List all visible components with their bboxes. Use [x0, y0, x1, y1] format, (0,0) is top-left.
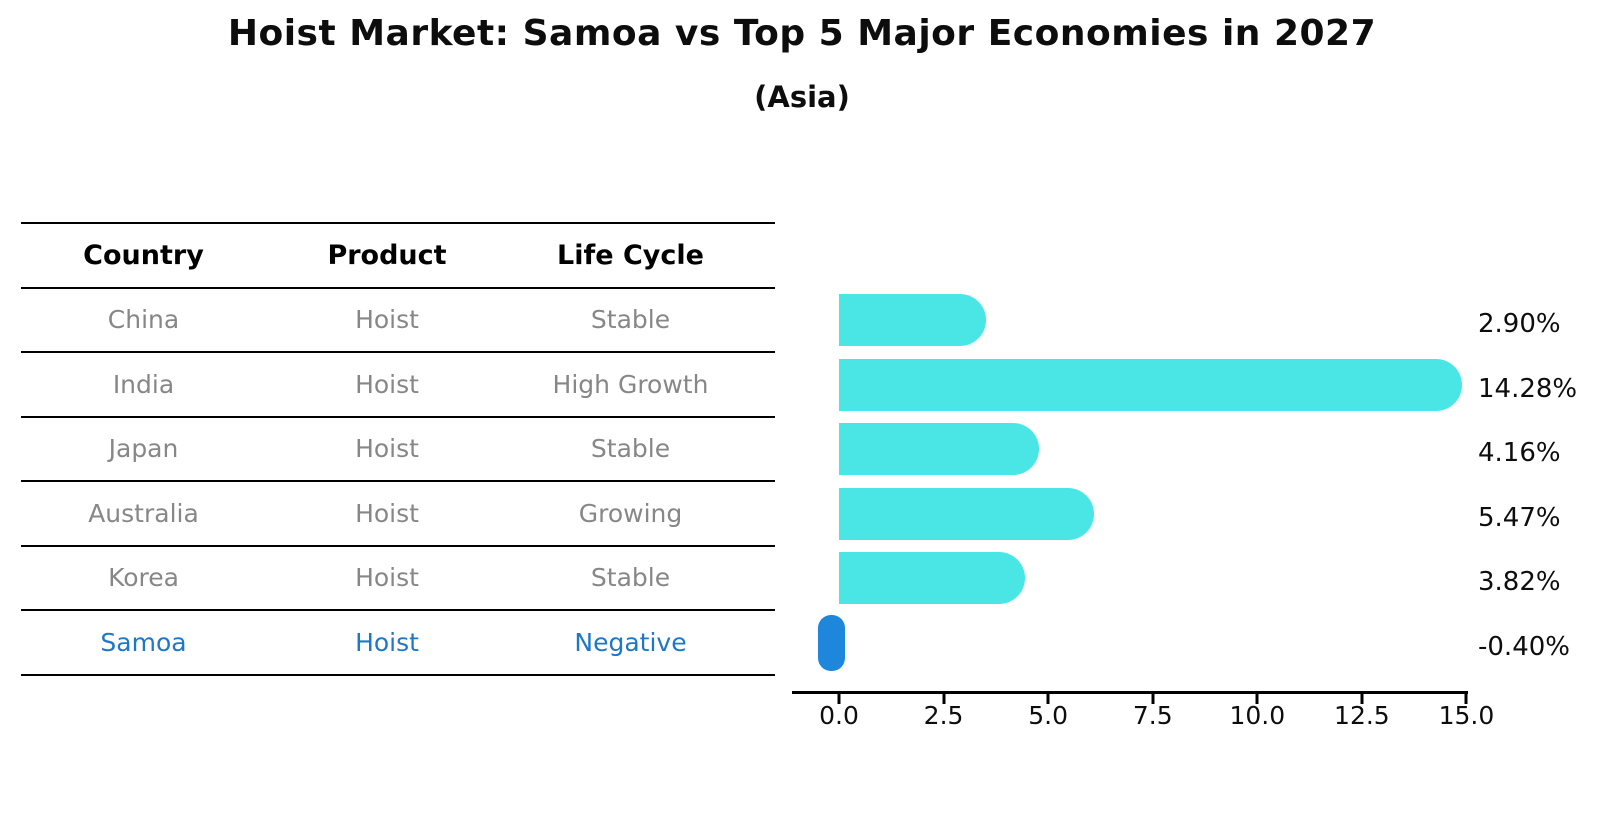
table-row-samoa: Samoa Hoist Negative	[21, 611, 775, 676]
country-cell: Samoa	[100, 627, 187, 657]
x-axis-tick	[837, 694, 841, 704]
bar-korea	[839, 552, 1025, 605]
product-cell: Hoist	[355, 627, 419, 657]
table-row: Korea Hoist Stable	[21, 547, 775, 611]
x-axis-tick-label: 10.0	[1229, 701, 1286, 730]
life-cycle-cell: Negative	[574, 627, 687, 657]
x-axis-line	[792, 691, 1468, 694]
x-axis-tick-label: 0.0	[819, 701, 859, 730]
x-axis-tick	[942, 694, 946, 704]
x-axis-tick	[1151, 694, 1155, 704]
country-cell: China	[107, 305, 180, 335]
country-cell: India	[112, 369, 175, 399]
product-cell: Hoist	[355, 305, 419, 335]
country-cell: Japan	[108, 434, 179, 464]
bar-samoa	[818, 615, 845, 671]
bar-china	[839, 294, 987, 346]
table-row: India Hoist High Growth	[21, 353, 775, 418]
column-header-product: Product	[327, 239, 447, 271]
country-cell: Korea	[108, 563, 179, 593]
country-cell: Australia	[88, 498, 199, 528]
x-axis-tick-label: 5.0	[1028, 701, 1069, 730]
bar-australia	[839, 487, 1094, 540]
product-cell: Hoist	[355, 369, 419, 399]
table-row: Japan Hoist Stable	[21, 418, 775, 482]
value-label-korea: 3.82%	[1478, 567, 1561, 598]
x-axis-tick	[1255, 694, 1259, 704]
x-axis-tick	[1360, 694, 1364, 704]
value-label-india: 14.28%	[1478, 373, 1578, 404]
value-label-samoa: -0.40%	[1478, 632, 1570, 662]
life-cycle-cell: Stable	[590, 305, 671, 335]
product-cell: Hoist	[355, 498, 419, 528]
x-axis-tick-label: 12.5	[1334, 701, 1390, 730]
x-axis-tick-label: 15.0	[1438, 701, 1495, 730]
x-axis-tick-label: 7.5	[1132, 701, 1173, 730]
bar-japan	[839, 423, 1039, 476]
table-header-row: Country Product Life Cycle	[21, 224, 775, 289]
life-cycle-cell: Stable	[590, 563, 671, 593]
column-header-country: Country	[83, 239, 204, 271]
chart-subtitle: (Asia)	[754, 80, 850, 114]
life-cycle-cell: High Growth	[552, 369, 709, 399]
column-header-life-cycle: Life Cycle	[557, 239, 704, 271]
x-axis-tick	[1464, 694, 1468, 704]
x-axis-tick	[1046, 694, 1050, 704]
product-cell: Hoist	[355, 563, 419, 593]
x-axis-tick-label: 2.5	[923, 701, 964, 730]
bar-india	[839, 358, 1463, 411]
life-cycle-cell: Growing	[578, 498, 683, 528]
product-cell: Hoist	[355, 434, 419, 464]
value-label-australia: 5.47%	[1478, 502, 1561, 533]
chart-title: Hoist Market: Samoa vs Top 5 Major Econo…	[227, 13, 1377, 54]
value-label-china: 2.90%	[1478, 309, 1561, 339]
table-row: China Hoist Stable	[21, 289, 775, 353]
table-row: Australia Hoist Growing	[21, 482, 775, 547]
value-label-japan: 4.16%	[1478, 438, 1561, 469]
country-table: Country Product Life Cycle China Hoist S…	[21, 222, 775, 676]
life-cycle-cell: Stable	[590, 434, 671, 464]
